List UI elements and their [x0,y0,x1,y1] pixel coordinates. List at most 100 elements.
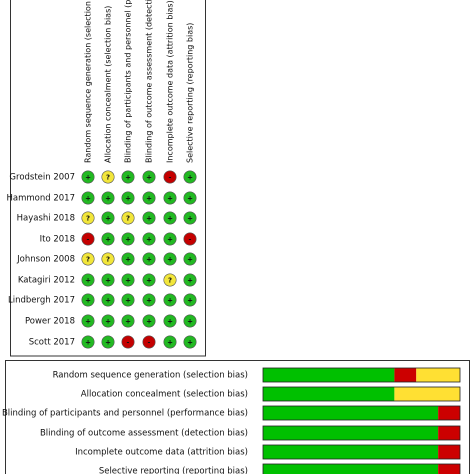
judgement-marker [183,252,197,266]
judgement-symbol: ? [106,174,110,182]
judgement-marker [121,232,135,246]
judgement-symbol: - [148,339,151,347]
judgement-symbol: + [146,297,152,305]
judgement-symbol: + [105,277,111,285]
judgement-marker [163,191,177,205]
judgement-marker [142,335,156,349]
judgement-symbol: ? [168,277,172,285]
judgement-symbol: + [125,174,131,182]
judgement-marker [183,232,197,246]
judgement-marker [81,293,95,307]
domain-label: Blinding of participants and personnel (… [2,409,248,419]
domain-header: Allocation concealment (selection bias) [104,6,113,163]
judgement-symbol: - [127,339,130,347]
judgement-symbol: + [187,339,193,347]
bar-segment [263,406,439,420]
judgement-marker [121,191,135,205]
study-name: Hammond 2017 [7,194,75,204]
judgement-marker [121,170,135,184]
bar-segment [438,464,460,474]
judgement-marker [121,211,135,225]
judgement-marker [81,314,95,328]
judgement-symbol: + [146,215,152,223]
judgement-symbol: + [167,256,173,264]
judgement-symbol: + [146,318,152,326]
judgement-symbol: + [125,318,131,326]
bar-segment [263,445,439,459]
study-name: Lindbergh 2017 [8,296,75,306]
bar-segment [438,406,460,420]
judgement-marker [163,273,177,287]
judgement-marker [142,252,156,266]
judgement-marker [163,252,177,266]
judgement-symbol: + [105,215,111,223]
judgement-symbol: + [187,256,193,264]
study-name: Hayashi 2018 [17,214,75,224]
judgement-symbol: + [146,236,152,244]
judgement-marker [163,293,177,307]
judgement-symbol: + [105,236,111,244]
judgement-marker [142,232,156,246]
judgement-symbol: ? [86,215,90,223]
judgement-symbol: + [85,297,91,305]
judgement-marker [183,273,197,287]
judgement-symbol: + [125,297,131,305]
graph-panel-border [5,360,470,474]
domain-label: Random sequence generation (selection bi… [53,371,248,381]
study-name: Grodstein 2007 [9,173,75,183]
judgement-symbol: + [105,318,111,326]
judgement-symbol: + [105,297,111,305]
study-name: Scott 2017 [29,338,75,348]
judgement-marker [183,293,197,307]
judgement-marker [101,273,115,287]
judgement-marker [101,293,115,307]
summary-panel-border [10,0,206,357]
study-name: Power 2018 [25,317,75,327]
judgement-marker [81,191,95,205]
bar-outline [262,444,461,460]
judgement-symbol: + [167,339,173,347]
judgement-symbol: + [187,174,193,182]
judgement-symbol: + [85,277,91,285]
judgement-marker [142,191,156,205]
judgement-symbol: + [187,195,193,203]
judgement-marker [163,232,177,246]
judgement-symbol: ? [126,215,130,223]
judgement-marker [81,170,95,184]
domain-header: Incomplete outcome data (attrition bias) [166,0,175,163]
judgement-symbol: + [85,195,91,203]
judgement-symbol: + [85,174,91,182]
judgement-marker [183,335,197,349]
judgement-marker [183,191,197,205]
judgement-symbol: + [146,195,152,203]
judgement-marker [183,170,197,184]
judgement-marker [101,252,115,266]
judgement-symbol: + [125,256,131,264]
judgement-marker [142,211,156,225]
judgement-marker [101,211,115,225]
bar-outline [262,463,461,474]
judgement-symbol: + [105,339,111,347]
judgement-marker [183,211,197,225]
judgement-symbol: + [85,318,91,326]
judgement-marker [142,273,156,287]
domain-label: Selective reporting (reporting bias) [99,467,248,474]
judgement-marker [81,252,95,266]
bar-outline [262,425,461,441]
domain-header: Random sequence generation (selection bi… [84,0,93,163]
judgement-marker [101,314,115,328]
judgement-marker [81,335,95,349]
domain-header: Blinding of outcome assessment (detectio… [145,0,154,163]
judgement-marker [101,232,115,246]
domain-label: Incomplete outcome data (attrition bias) [75,448,248,458]
judgement-marker [121,293,135,307]
bar-outline [262,386,461,402]
judgement-marker [101,335,115,349]
judgement-marker [121,335,135,349]
bar-segment [263,426,439,440]
domain-label: Blinding of outcome assessment (detectio… [40,429,248,439]
judgement-marker [101,170,115,184]
domain-header: Selective reporting (reporting bias) [186,23,195,163]
judgement-symbol: + [167,195,173,203]
